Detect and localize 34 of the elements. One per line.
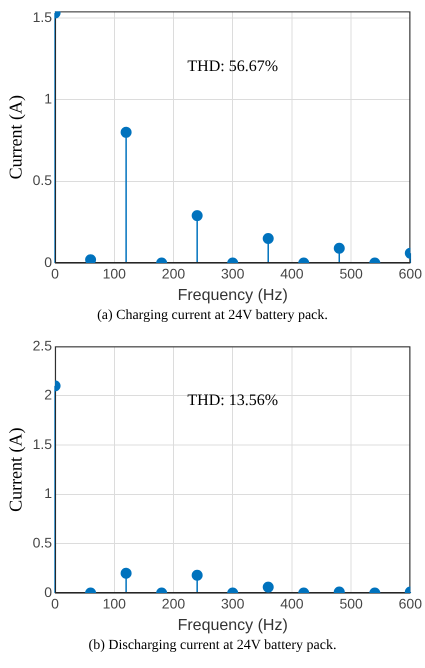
y-tick-label: 1.5 [32, 8, 52, 25]
y-tick-label: 0.5 [32, 172, 52, 188]
text: (a) Charging current at 24V battery pack. [96, 307, 329, 325]
x-tick-label: 600 [398, 265, 422, 282]
y-tick-label: 1 [44, 485, 52, 502]
x-tick-label: 100 [102, 595, 126, 612]
annotation: THD: 13.56% [187, 392, 278, 409]
x-tick-label: 100 [102, 265, 126, 282]
x-axis-title: Frequency (Hz) [178, 286, 288, 304]
y-tick-label: 2 [44, 386, 52, 403]
y-axis-title: Current (A) [6, 427, 26, 512]
y-axis-title: Current (A) [6, 94, 26, 180]
point [120, 126, 132, 138]
x-tick-label: 300 [221, 595, 245, 612]
point [85, 254, 96, 263]
x-tick-label: 600 [398, 595, 422, 612]
x-tick-label: 200 [162, 265, 186, 282]
x-tick-label: 500 [339, 265, 364, 282]
y-tick-label: 1 [44, 90, 52, 106]
y-tick-label: 0.5 [32, 534, 52, 551]
x-axis-title: Frequency (Hz) [178, 616, 288, 634]
point [192, 210, 203, 222]
x-tick-label: 400 [280, 265, 304, 282]
y-tick-label: 0 [44, 584, 52, 600]
x-tick-label: 400 [280, 595, 304, 612]
point [262, 232, 274, 244]
y-tick-label: 2.5 [32, 337, 52, 354]
x-tick-label: 300 [221, 265, 245, 282]
x-tick-label: 500 [339, 595, 364, 612]
x-tick-label: 200 [162, 595, 186, 612]
annotation: THD: 56.67% [187, 58, 278, 75]
y-tick-label: 1.5 [32, 436, 52, 452]
text: (b) Discharging current at 24V battery pack. [88, 637, 338, 655]
y-tick-label: 0 [44, 254, 52, 270]
